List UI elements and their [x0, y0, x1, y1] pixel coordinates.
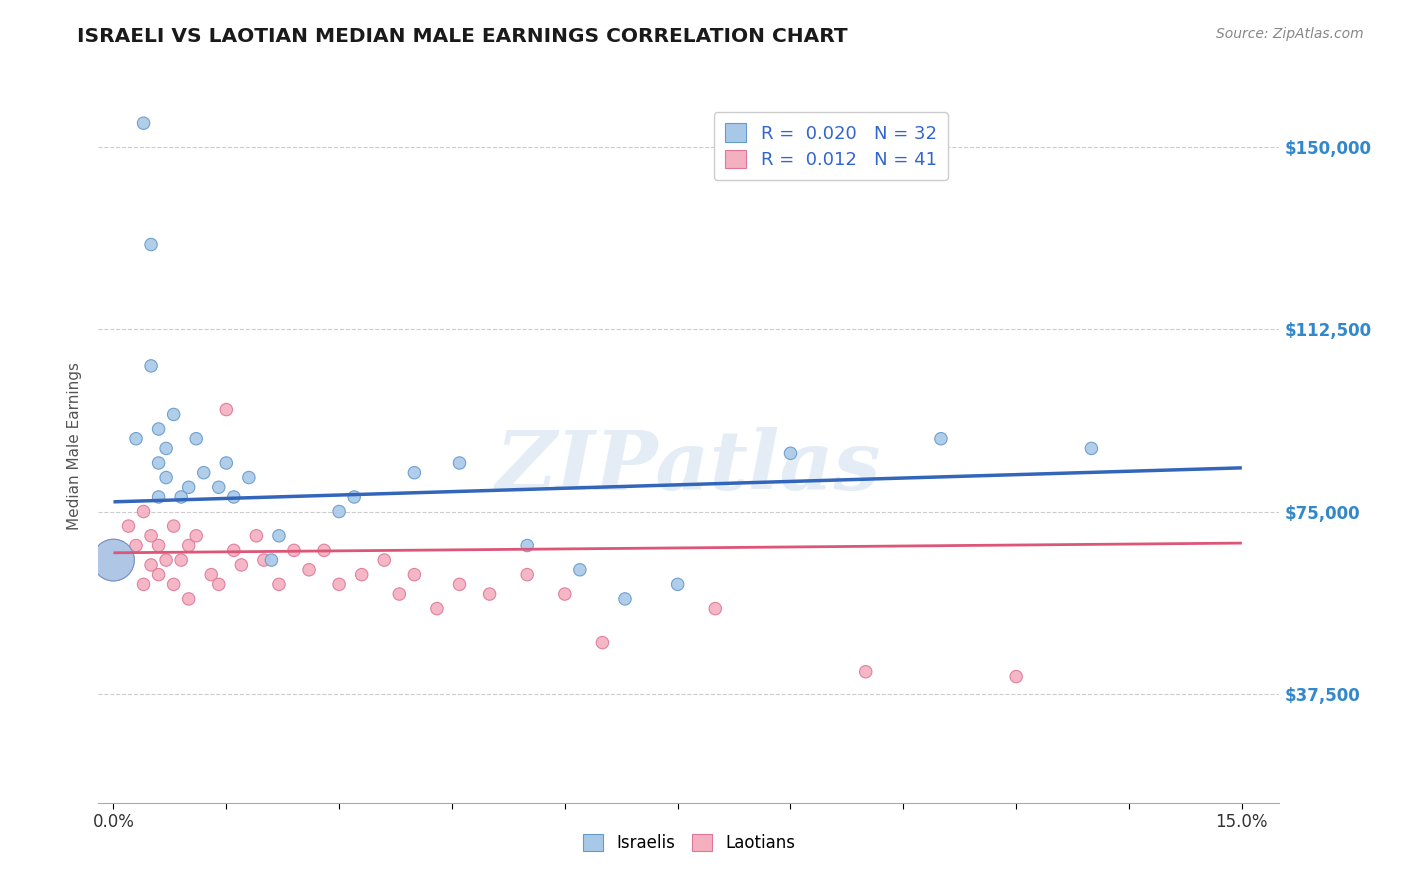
Point	[478, 587, 501, 601]
Point	[666, 577, 689, 591]
Point	[177, 591, 200, 606]
Point	[231, 558, 253, 572]
Point	[253, 553, 276, 567]
Point	[148, 539, 170, 553]
Point	[163, 577, 186, 591]
Point	[139, 558, 162, 572]
Point	[155, 470, 177, 484]
Text: ZIPatlas: ZIPatlas	[496, 427, 882, 508]
Point	[222, 543, 245, 558]
Point	[516, 567, 538, 582]
Point	[1080, 442, 1102, 456]
Point	[186, 529, 208, 543]
Point	[215, 402, 238, 417]
Point	[148, 456, 170, 470]
Point	[298, 563, 321, 577]
Point	[855, 665, 877, 679]
Point	[163, 519, 186, 533]
Y-axis label: Median Male Earnings: Median Male Earnings	[67, 362, 83, 530]
Point	[155, 553, 177, 567]
Point	[426, 601, 449, 615]
Point	[554, 587, 576, 601]
Point	[449, 577, 471, 591]
Point	[117, 519, 139, 533]
Point	[170, 490, 193, 504]
Point	[132, 504, 155, 518]
Point	[125, 432, 148, 446]
Point	[350, 567, 373, 582]
Point	[614, 591, 637, 606]
Point	[215, 456, 238, 470]
Point	[404, 567, 426, 582]
Point	[222, 490, 245, 504]
Point	[177, 539, 200, 553]
Point	[929, 432, 952, 446]
Point	[388, 587, 411, 601]
Point	[139, 529, 162, 543]
Legend: Israelis, Laotians: Israelis, Laotians	[576, 827, 801, 859]
Point	[193, 466, 215, 480]
Point	[328, 504, 350, 518]
Point	[260, 553, 283, 567]
Point	[163, 408, 186, 422]
Point	[516, 539, 538, 553]
Point	[267, 529, 290, 543]
Point	[404, 466, 426, 480]
Point	[343, 490, 366, 504]
Point	[568, 563, 591, 577]
Point	[155, 442, 177, 456]
Point	[186, 432, 208, 446]
Point	[125, 539, 148, 553]
Point	[103, 553, 125, 567]
Point	[148, 422, 170, 436]
Point	[200, 567, 222, 582]
Point	[328, 577, 350, 591]
Point	[148, 490, 170, 504]
Point	[1005, 670, 1028, 684]
Point	[449, 456, 471, 470]
Point	[170, 553, 193, 567]
Point	[267, 577, 290, 591]
Point	[704, 601, 727, 615]
Point	[373, 553, 395, 567]
Point	[103, 553, 125, 567]
Point	[177, 480, 200, 494]
Point	[132, 116, 155, 130]
Point	[779, 446, 801, 460]
Text: ISRAELI VS LAOTIAN MEDIAN MALE EARNINGS CORRELATION CHART: ISRAELI VS LAOTIAN MEDIAN MALE EARNINGS …	[77, 27, 848, 45]
Point	[591, 635, 613, 649]
Point	[208, 577, 231, 591]
Text: Source: ZipAtlas.com: Source: ZipAtlas.com	[1216, 27, 1364, 41]
Point	[283, 543, 305, 558]
Point	[245, 529, 267, 543]
Point	[208, 480, 231, 494]
Point	[238, 470, 260, 484]
Point	[314, 543, 336, 558]
Point	[148, 567, 170, 582]
Point	[139, 359, 162, 373]
Point	[132, 577, 155, 591]
Point	[139, 237, 162, 252]
